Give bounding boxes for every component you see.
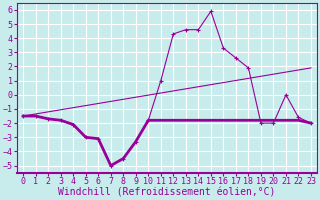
- X-axis label: Windchill (Refroidissement éolien,°C): Windchill (Refroidissement éolien,°C): [58, 187, 276, 197]
